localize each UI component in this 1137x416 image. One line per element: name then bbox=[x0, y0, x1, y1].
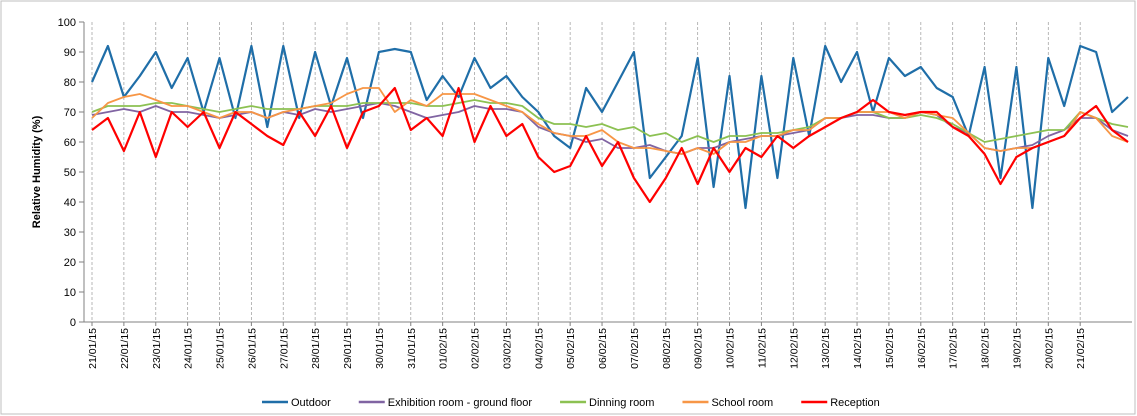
series-line bbox=[90, 44, 1129, 210]
x-tick-label: 13/02/15 bbox=[820, 328, 832, 369]
series-line bbox=[91, 86, 1129, 204]
x-tick-label: 28/01/15 bbox=[310, 328, 322, 369]
y-tick-label: 70 bbox=[64, 107, 76, 119]
x-tick-label: 21/02/15 bbox=[1075, 328, 1087, 369]
x-tick-label: 03/02/15 bbox=[501, 328, 513, 369]
x-tick-label: 14/02/15 bbox=[852, 328, 864, 369]
x-tick-label: 23/01/15 bbox=[151, 328, 163, 369]
legend-label: Reception bbox=[830, 397, 880, 409]
x-tick-label: 17/02/15 bbox=[948, 328, 960, 369]
x-tick-label: 15/02/15 bbox=[884, 328, 896, 369]
y-tick-label: 80 bbox=[64, 77, 76, 89]
x-tick-label: 19/02/15 bbox=[1011, 328, 1023, 369]
x-tick-label: 26/01/15 bbox=[246, 328, 258, 369]
series-line bbox=[91, 99, 1129, 143]
x-tick-label: 22/01/15 bbox=[119, 328, 131, 369]
y-tick-label: 20 bbox=[64, 257, 76, 269]
x-tick-label: 27/01/15 bbox=[278, 328, 290, 369]
x-tick-label: 01/02/15 bbox=[438, 328, 450, 369]
x-tick-label: 20/02/15 bbox=[1043, 328, 1055, 369]
x-tick-label: 24/01/15 bbox=[183, 328, 195, 369]
x-tick-label: 07/02/15 bbox=[629, 328, 641, 369]
x-tick-label: 11/02/15 bbox=[756, 328, 768, 368]
legend-label: Exhibition room - ground floor bbox=[388, 397, 533, 409]
series-line bbox=[91, 87, 1129, 155]
y-tick-label: 60 bbox=[64, 137, 76, 149]
x-tick-label: 10/02/15 bbox=[725, 328, 737, 369]
x-tick-label: 09/02/15 bbox=[693, 328, 705, 369]
x-tick-label: 30/01/15 bbox=[374, 328, 386, 369]
legend-label: Dinning room bbox=[589, 397, 654, 409]
x-tick-label: 02/02/15 bbox=[470, 328, 482, 369]
y-tick-label: 0 bbox=[70, 317, 76, 329]
y-tick-label: 90 bbox=[64, 47, 76, 59]
x-tick-label: 05/02/15 bbox=[565, 328, 577, 369]
x-tick-label: 16/02/15 bbox=[916, 328, 928, 369]
x-tick-label: 31/01/15 bbox=[406, 328, 418, 369]
x-tick-label: 12/02/15 bbox=[788, 328, 800, 369]
x-tick-label: 04/02/15 bbox=[533, 328, 545, 369]
legend-label: Outdoor bbox=[291, 397, 331, 409]
legend-label: School room bbox=[711, 397, 773, 409]
x-tick-label: 25/01/15 bbox=[215, 328, 227, 369]
y-tick-label: 100 bbox=[58, 17, 76, 29]
y-tick-label: 50 bbox=[64, 167, 76, 179]
x-tick-label: 06/02/15 bbox=[597, 328, 609, 369]
x-tick-label: 18/02/15 bbox=[980, 328, 992, 369]
y-tick-label: 30 bbox=[64, 227, 76, 239]
y-axis-label: Relative Humidity (%) bbox=[31, 115, 43, 228]
x-tick-label: 29/01/15 bbox=[342, 328, 354, 369]
x-tick-label: 08/02/15 bbox=[661, 328, 673, 369]
x-tick-label: 21/01/15 bbox=[87, 328, 99, 369]
y-tick-label: 40 bbox=[64, 197, 76, 209]
y-tick-label: 10 bbox=[64, 287, 76, 299]
